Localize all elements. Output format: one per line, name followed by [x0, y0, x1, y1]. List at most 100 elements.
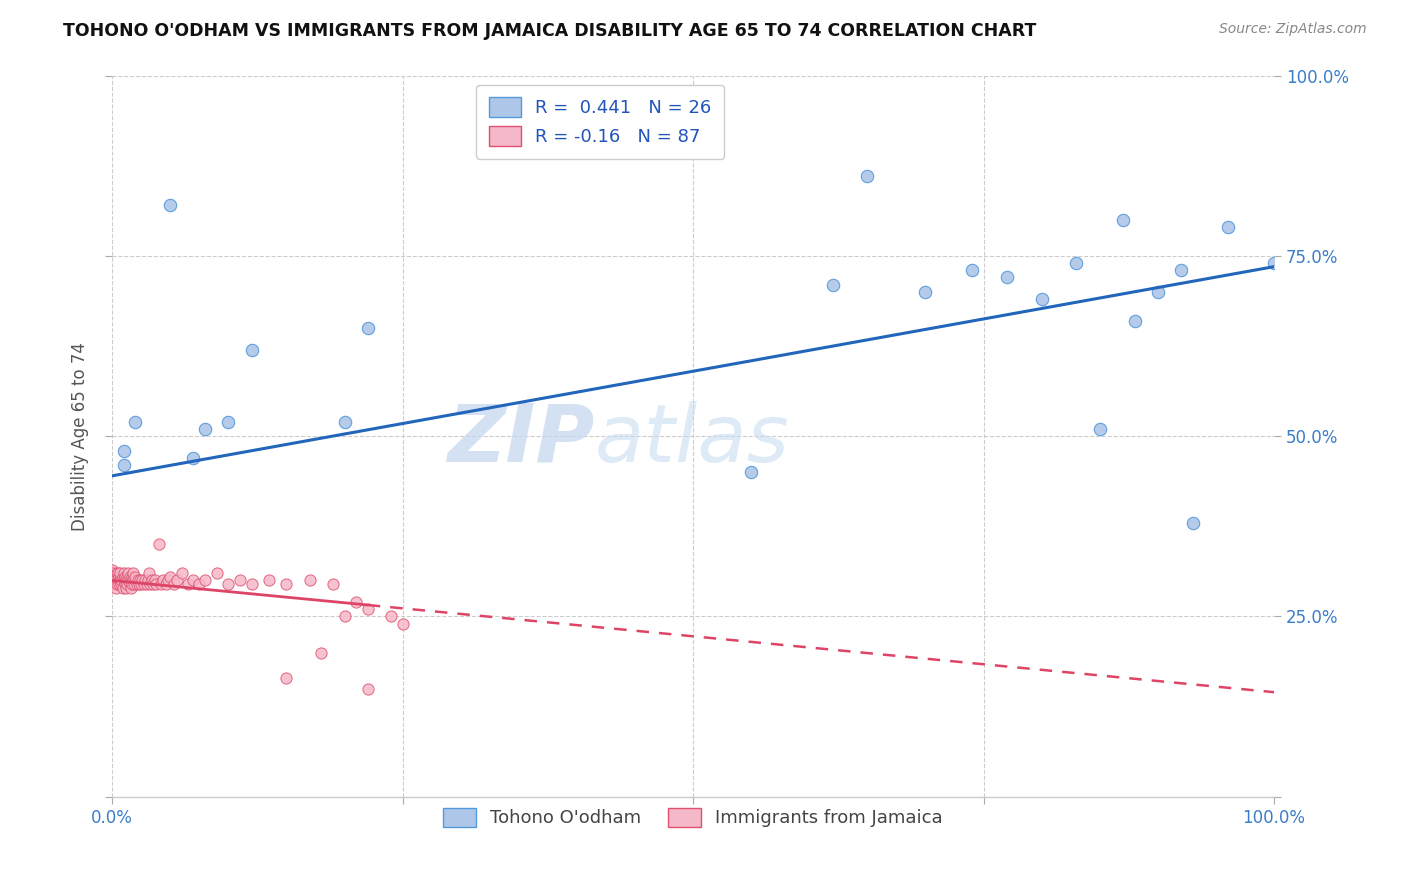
Point	[103, 566, 125, 581]
Point	[139, 577, 162, 591]
Point	[344, 595, 367, 609]
Point	[159, 570, 181, 584]
Point	[143, 574, 166, 588]
Point	[129, 577, 152, 591]
Point	[240, 577, 263, 591]
Point	[103, 574, 125, 588]
Point	[149, 577, 172, 591]
Point	[1088, 422, 1111, 436]
Point	[118, 570, 141, 584]
Point	[152, 574, 174, 588]
Point	[188, 577, 211, 591]
Point	[155, 577, 177, 591]
Point	[120, 581, 142, 595]
Point	[115, 574, 138, 588]
Point	[229, 574, 252, 588]
Point	[129, 574, 152, 588]
Point	[380, 609, 402, 624]
Point	[105, 566, 128, 581]
Point	[108, 577, 131, 591]
Point	[357, 321, 380, 335]
Point	[821, 277, 844, 292]
Point	[118, 577, 141, 591]
Point	[112, 574, 135, 588]
Point	[127, 574, 149, 588]
Point	[128, 577, 150, 591]
Point	[111, 570, 134, 584]
Point	[117, 574, 139, 588]
Point	[124, 415, 146, 429]
Point	[183, 574, 205, 588]
Point	[1112, 212, 1135, 227]
Point	[170, 566, 193, 581]
Point	[103, 577, 125, 591]
Point	[131, 574, 153, 588]
Point	[1146, 285, 1168, 299]
Point	[145, 577, 167, 591]
Point	[122, 577, 145, 591]
Point	[1066, 256, 1088, 270]
Point	[122, 566, 145, 581]
Point	[914, 285, 936, 299]
Point	[117, 566, 139, 581]
Point	[995, 270, 1018, 285]
Point	[311, 646, 333, 660]
Point	[117, 570, 139, 584]
Point	[114, 570, 136, 584]
Point	[101, 563, 124, 577]
Point	[112, 566, 135, 581]
Point	[194, 574, 217, 588]
Point	[240, 343, 263, 357]
Point	[103, 570, 125, 584]
Text: TOHONO O'ODHAM VS IMMIGRANTS FROM JAMAICA DISABILITY AGE 65 TO 74 CORRELATION CH: TOHONO O'ODHAM VS IMMIGRANTS FROM JAMAIC…	[63, 22, 1036, 40]
Point	[112, 443, 135, 458]
Point	[1123, 314, 1146, 328]
Point	[111, 581, 134, 595]
Point	[217, 415, 239, 429]
Point	[159, 198, 181, 212]
Point	[333, 415, 356, 429]
Point	[104, 581, 127, 595]
Point	[124, 574, 146, 588]
Point	[117, 577, 139, 591]
Point	[148, 537, 170, 551]
Point	[101, 570, 124, 584]
Point	[107, 566, 129, 581]
Y-axis label: Disability Age 65 to 74: Disability Age 65 to 74	[72, 342, 89, 531]
Point	[101, 577, 124, 591]
Point	[134, 574, 156, 588]
Point	[136, 574, 159, 588]
Point	[856, 169, 879, 184]
Point	[1031, 292, 1053, 306]
Point	[114, 577, 136, 591]
Point	[156, 574, 179, 588]
Point	[121, 570, 143, 584]
Point	[163, 577, 186, 591]
Point	[107, 574, 129, 588]
Legend: Tohono O'odham, Immigrants from Jamaica: Tohono O'odham, Immigrants from Jamaica	[436, 800, 950, 835]
Point	[132, 577, 155, 591]
Point	[124, 570, 146, 584]
Point	[110, 566, 132, 581]
Point	[322, 577, 344, 591]
Point	[120, 574, 142, 588]
Point	[176, 577, 198, 591]
Point	[105, 577, 128, 591]
Point	[1170, 263, 1192, 277]
Point	[141, 574, 163, 588]
Point	[183, 450, 205, 465]
Point	[112, 458, 135, 472]
Point	[138, 566, 160, 581]
Point	[194, 422, 217, 436]
Point	[740, 465, 762, 479]
Point	[357, 681, 380, 696]
Point	[110, 574, 132, 588]
Point	[166, 574, 188, 588]
Point	[1181, 516, 1204, 530]
Point	[960, 263, 983, 277]
Point	[142, 577, 165, 591]
Point	[125, 577, 148, 591]
Point	[1216, 219, 1239, 234]
Point	[205, 566, 228, 581]
Point	[110, 574, 132, 588]
